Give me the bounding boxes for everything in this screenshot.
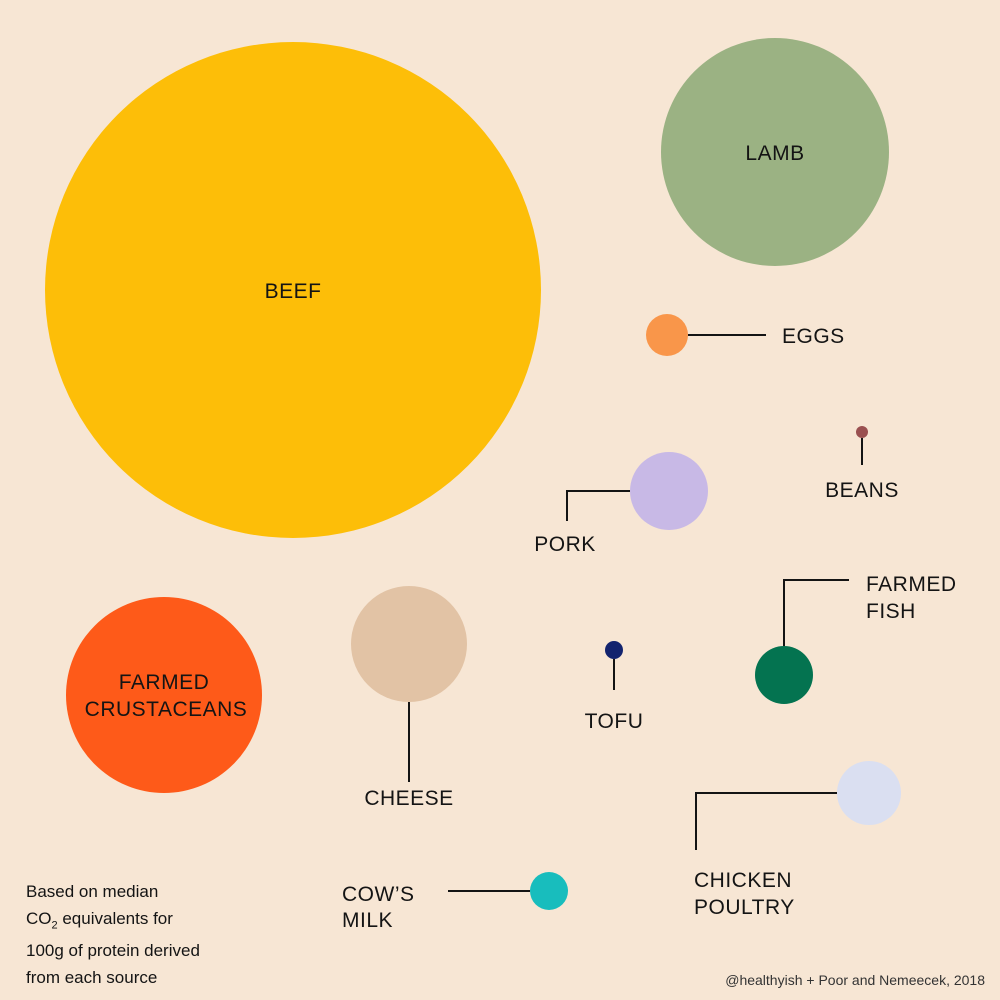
footnote: Based on median CO2 equivalents for 100g… [26,879,200,991]
bubble-farmed-fish: FARMED FISH [755,573,957,704]
footnote-line-2: CO2 equivalents for [26,908,173,931]
footnote-equivalents: equivalents for [57,908,173,928]
label-farmed-fish-line-2: FISH [866,600,916,623]
circle-beans [856,426,868,438]
label-chicken-poultry-line-1: CHICKEN [694,869,792,892]
leader-line-farmed-fish [783,579,849,646]
label-eggs: EGGS [782,325,845,348]
label-beans: BEANS [825,479,899,502]
bubble-tofu: TOFU [585,641,644,733]
bubble-cheese: CHEESE [351,586,467,810]
label-lamb: LAMB [745,142,804,165]
circle-farmed-crustaceans [66,597,262,793]
bubble-pork: PORK [534,452,708,556]
footnote-line-4: from each source [26,967,158,987]
circle-cheese [351,586,467,702]
label-tofu: TOFU [585,710,644,733]
bubble-chicken-poultry: CHICKEN POULTRY [694,761,901,919]
label-farmed-crustaceans-line-1: FARMED [119,671,210,694]
bubble-eggs: EGGS [646,314,845,356]
circle-tofu [605,641,623,659]
bubble-cows-milk: COW’S MILK [342,872,568,932]
leader-line-chicken-poultry [695,792,837,850]
bubble-farmed-crustaceans: FARMED CRUSTACEANS [66,597,262,793]
bubble-lamb: LAMB [661,38,889,266]
circle-lamb [661,38,889,266]
label-cheese: CHEESE [364,787,453,810]
source-credit: @healthyish + Poor and Nemeecek, 2018 [725,972,985,988]
label-farmed-fish-line-1: FARMED [866,573,957,596]
footnote-line-1: Based on median [26,882,159,901]
circle-chicken-poultry [837,761,901,825]
label-chicken-poultry-line-2: POULTRY [694,896,795,919]
circle-cows-milk [530,872,568,910]
label-beef: BEEF [265,280,322,303]
footnote-co: CO [26,908,52,928]
circle-pork [630,452,708,530]
leader-line-pork [566,490,630,521]
label-cows-milk-line-1: COW’S [342,883,415,906]
circle-eggs [646,314,688,356]
circle-farmed-fish [755,646,813,704]
label-cows-milk-line-2: MILK [342,909,393,932]
footnote-line-3: 100g of protein derived [26,941,200,961]
circle-beef [45,42,541,538]
bubble-beans: BEANS [825,426,899,502]
label-farmed-crustaceans-line-2: CRUSTACEANS [85,698,248,721]
label-pork: PORK [534,533,596,556]
bubble-beef: BEEF [45,42,541,538]
footnote-subscript: 2 [51,918,58,931]
